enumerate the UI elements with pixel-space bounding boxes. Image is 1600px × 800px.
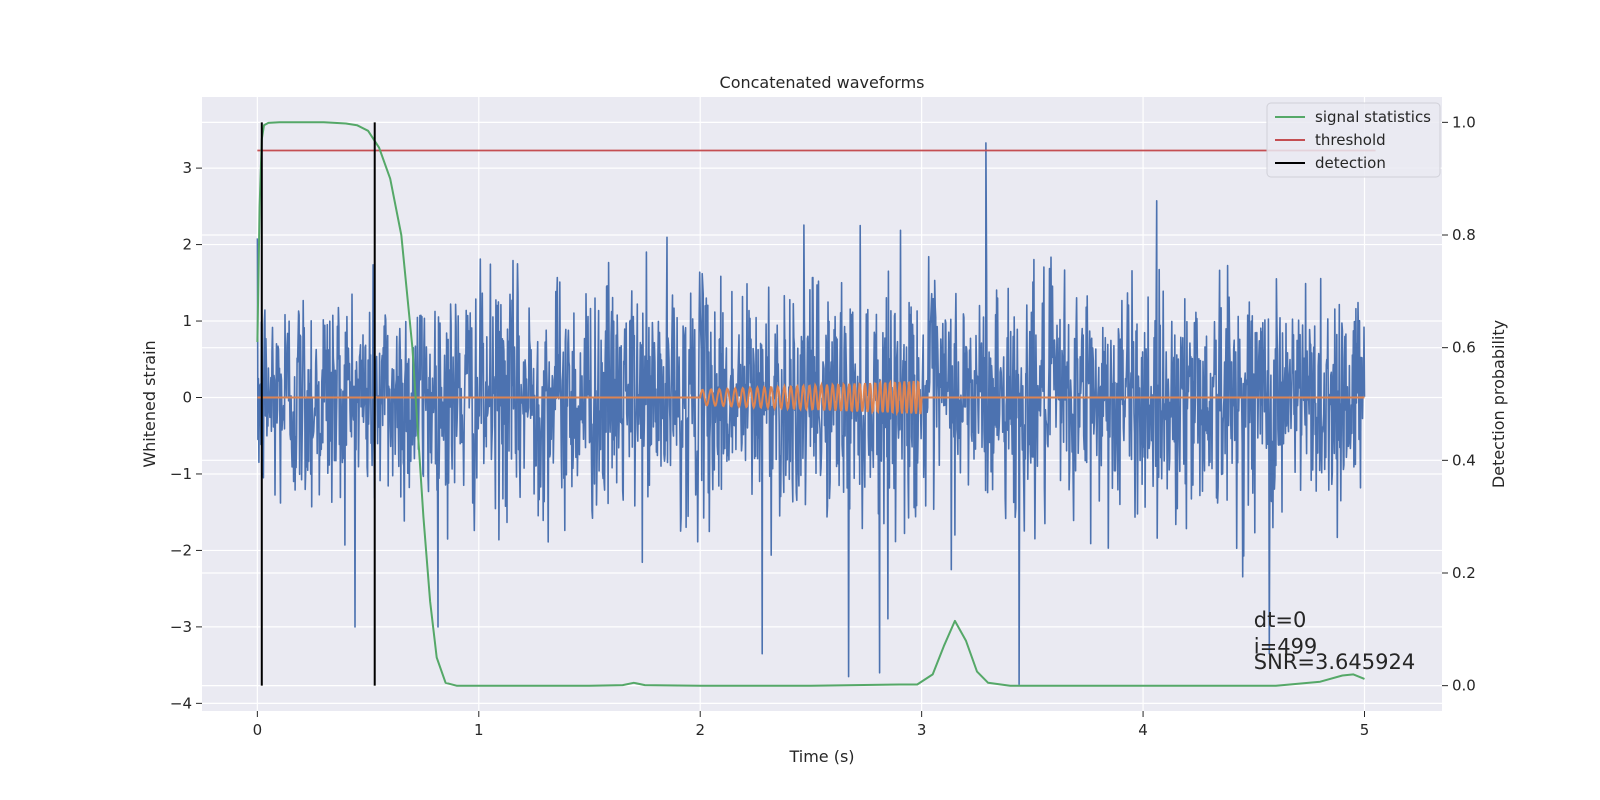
annotation-text: SNR=3.645924 <box>1254 650 1415 674</box>
y-tick-label: −1 <box>170 465 192 483</box>
legend-entry: signal statistics <box>1315 108 1431 126</box>
y-tick-label: −2 <box>170 541 192 559</box>
y-axis-label: Whitened strain <box>140 340 159 467</box>
y-tick-label: −3 <box>170 618 192 636</box>
y2-tick-label: 1.0 <box>1452 113 1476 131</box>
legend-entry: threshold <box>1315 131 1386 149</box>
y-tick-label: 2 <box>182 236 192 254</box>
series-layer <box>256 121 1376 687</box>
chart-title: Concatenated waveforms <box>720 73 925 92</box>
y2-axis-label: Detection probability <box>1489 320 1508 488</box>
legend-box <box>1266 102 1441 178</box>
x-tick-label: 5 <box>1360 721 1370 739</box>
y2-tick-label: 0.0 <box>1452 677 1476 695</box>
annotation-text: i=499 <box>1254 635 1318 659</box>
annotation-text: dt=0 <box>1254 608 1307 632</box>
y2-tick-label: 0.2 <box>1452 564 1476 582</box>
y-tick-label: 0 <box>182 389 192 407</box>
x-tick-label: 3 <box>917 721 927 739</box>
x-tick-label: 4 <box>1138 721 1148 739</box>
x-tick-label: 0 <box>253 721 263 739</box>
y2-tick-label: 0.8 <box>1452 226 1476 244</box>
legend: signal statistics threshold detection <box>1266 102 1441 178</box>
x-tick-label: 1 <box>474 721 484 739</box>
injected-signal-line <box>257 379 1365 417</box>
legend-entry: detection <box>1315 154 1386 172</box>
grid <box>202 97 1442 711</box>
y-tick-label: 3 <box>182 159 192 177</box>
y2-tick-label: 0.6 <box>1452 339 1476 357</box>
y-tick-label: 1 <box>182 312 192 330</box>
x-tick-label: 2 <box>695 721 705 739</box>
strain-series-line <box>256 142 1366 685</box>
x-axis-label: Time (s) <box>788 747 854 766</box>
y-tick-label: −4 <box>170 694 192 712</box>
signal-statistics-line <box>256 121 1365 687</box>
ticks: 0 1 2 3 4 5 −4 −3 −2 −1 0 1 2 3 0.0 0.2 0.4 0.6 0.8 1.0 <box>170 113 1476 739</box>
y2-tick-label: 0.4 <box>1452 451 1476 469</box>
